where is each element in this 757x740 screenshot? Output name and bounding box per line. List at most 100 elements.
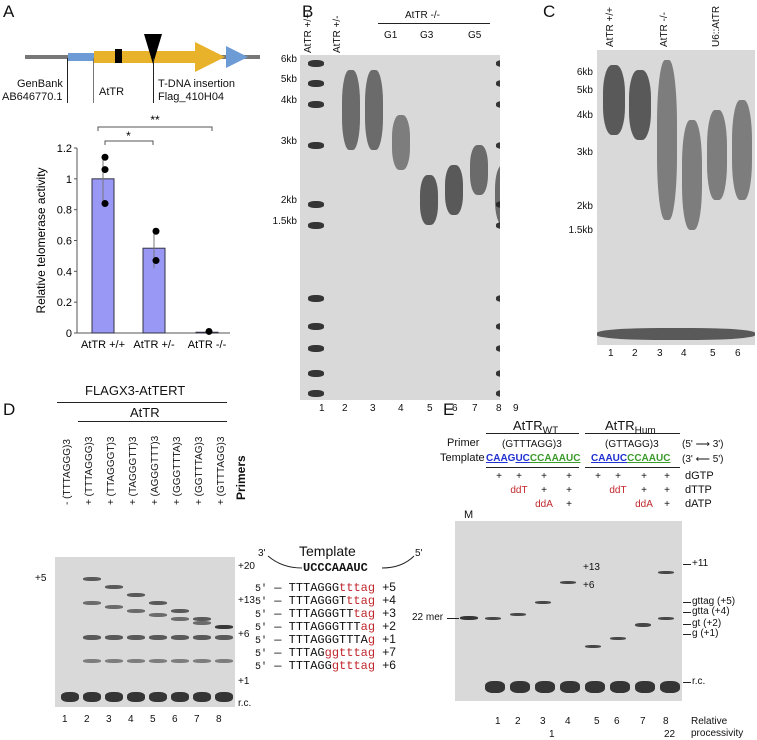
condition-cell: + xyxy=(641,485,647,496)
attr-label: AtTR xyxy=(130,405,160,420)
subgroup-label: G3 xyxy=(420,30,434,41)
gel-band xyxy=(496,295,500,302)
primer-label: + (AGGGTTT)3 xyxy=(150,435,161,505)
product-sequence: 5' — TTTAGGGTTtag +3 xyxy=(255,606,396,621)
primers-label: Primers xyxy=(234,455,248,500)
gel-band xyxy=(193,621,211,625)
band-label: +1 xyxy=(238,676,250,687)
lane-number: 4 xyxy=(565,716,571,727)
gel-band xyxy=(127,635,145,640)
gel-band xyxy=(308,80,324,87)
size-marker: 4kb xyxy=(280,95,297,106)
gel-e xyxy=(455,521,682,701)
tick xyxy=(683,624,691,625)
y-tick-label: 0 xyxy=(66,328,72,340)
gel-band xyxy=(658,571,674,574)
lane-number: 5 xyxy=(594,716,600,727)
lane-number: 4 xyxy=(128,714,134,725)
panel-d-label: D xyxy=(3,400,16,419)
condition-cell: + xyxy=(566,471,572,482)
band-label: +20 xyxy=(238,561,255,572)
gel-band xyxy=(496,101,500,108)
gel-band xyxy=(149,635,167,640)
gel-band xyxy=(597,328,755,340)
processivity-value: 1 xyxy=(549,729,555,740)
gel-band xyxy=(496,370,500,377)
primer-label: + (GTTTAGG)3 xyxy=(216,436,227,505)
gel-band xyxy=(496,222,500,229)
gel-band xyxy=(658,617,674,620)
gel-band xyxy=(105,605,123,609)
lane-number: 6 xyxy=(614,716,620,727)
gel-band xyxy=(308,142,324,149)
gel-band xyxy=(460,616,478,620)
data-point xyxy=(101,166,109,174)
template-segment: UC xyxy=(515,453,530,464)
gel-band xyxy=(445,165,463,215)
band-label: +5 xyxy=(35,573,47,584)
gel-band xyxy=(707,110,727,200)
gel-band xyxy=(657,60,677,220)
gel-band xyxy=(149,601,167,605)
lane-number: 6 xyxy=(452,403,458,414)
gel-band xyxy=(308,295,324,302)
lane-label: U6::AtTR xyxy=(711,5,722,47)
significance-bracket xyxy=(97,126,213,131)
genbank-label: GenBank xyxy=(17,78,63,90)
band-label: gttag (+5) xyxy=(692,596,736,607)
band-label: +6 xyxy=(238,629,250,640)
wt-header: AtTRWT xyxy=(513,418,559,437)
gel-band xyxy=(127,593,145,597)
template-5prime: 5' xyxy=(415,548,423,559)
template-wt: CAAGUCCCAAAUC xyxy=(486,453,580,464)
gel-band xyxy=(215,635,233,640)
gel-band xyxy=(392,115,410,170)
condition-cell: + xyxy=(664,471,670,482)
primer-label: + (TTAGGGT)3 xyxy=(106,436,117,505)
size-marker: 6kb xyxy=(280,54,297,65)
gel-band xyxy=(105,635,123,640)
tdna-id: Flag_410H04 xyxy=(158,91,225,103)
gel-band xyxy=(83,635,101,640)
panel-c-label: C xyxy=(543,2,556,21)
gel-band xyxy=(560,681,580,693)
condition-cell: ddA xyxy=(535,499,553,510)
primer-label: + (TAGGGTT)3 xyxy=(128,436,139,505)
lane-number: 5 xyxy=(427,403,433,414)
gel-band xyxy=(193,659,211,663)
condition-cell: ddA xyxy=(635,499,653,510)
gel-band xyxy=(83,659,101,663)
y-tick-label: 1 xyxy=(66,174,72,186)
condition-cell: + xyxy=(615,471,621,482)
gel-band xyxy=(105,692,123,702)
primer-label: + (GGTTTAG)3 xyxy=(194,436,205,505)
gel-band xyxy=(496,323,500,330)
gel-band xyxy=(308,60,324,67)
lane-label: AtTR +/- xyxy=(332,15,343,53)
template-hum: CAAUCCCAAUC xyxy=(591,453,670,464)
lane-number: 7 xyxy=(472,403,478,414)
band-label: +6 xyxy=(583,580,595,591)
lane-number: 3 xyxy=(540,716,546,727)
band-label: r.c. xyxy=(692,676,706,687)
x-tick-label: AtTR +/- xyxy=(133,339,175,351)
gel-band xyxy=(127,659,145,663)
gel-d xyxy=(55,557,235,707)
gel-band xyxy=(365,70,383,150)
subgroup-label: G1 xyxy=(384,30,398,41)
hum-header: AtTRHum xyxy=(605,418,656,437)
size-marker: 3kb xyxy=(280,136,297,147)
gel-band xyxy=(215,625,233,629)
gel-band xyxy=(485,617,501,620)
condition-cell: + xyxy=(496,471,502,482)
attr-label: AtTR xyxy=(99,86,125,98)
gel-band xyxy=(83,601,101,605)
gel-band xyxy=(127,692,145,702)
lane-number: 7 xyxy=(640,716,646,727)
gel-band xyxy=(496,80,500,87)
data-point xyxy=(152,227,160,235)
template-segment: CAAUC xyxy=(591,453,628,464)
data-point xyxy=(101,200,109,207)
size-marker: 1.5kb xyxy=(568,225,593,236)
gel-band xyxy=(308,323,324,330)
